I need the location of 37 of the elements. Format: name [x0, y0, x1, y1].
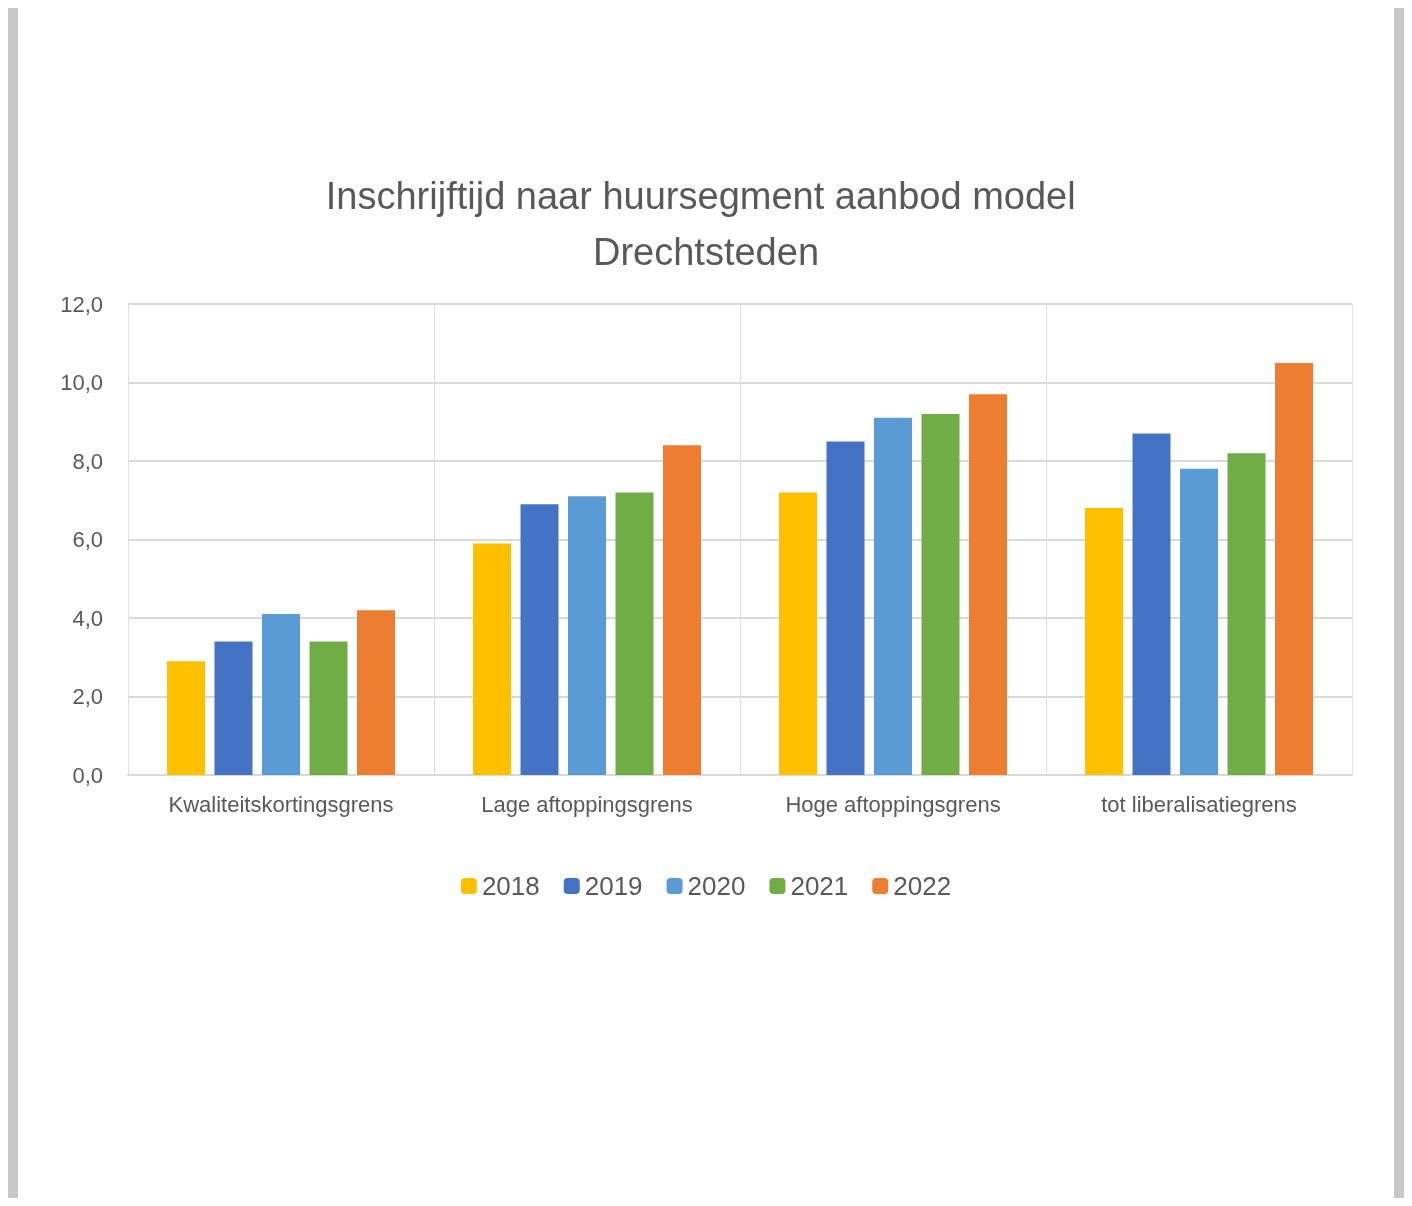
bar	[473, 543, 511, 775]
y-tick-label: 6,0	[72, 527, 103, 552]
bar	[969, 394, 1007, 775]
bar	[262, 614, 300, 775]
bar	[1180, 468, 1218, 775]
y-tick-label: 12,0	[60, 291, 103, 317]
bar	[520, 504, 559, 775]
bar	[874, 417, 912, 775]
y-tick-label: 8,0	[72, 448, 103, 474]
y-tick-label: 0,0	[72, 762, 103, 788]
bar	[167, 661, 205, 775]
legend-label: 2022	[893, 871, 952, 901]
bar	[309, 641, 348, 775]
bar	[568, 496, 606, 775]
legend-label: 2020	[687, 871, 746, 901]
x-tick-label: tot liberalisatiegrens	[1101, 791, 1297, 817]
bar	[1085, 508, 1123, 775]
legend-label: 2021	[790, 871, 849, 901]
bar	[214, 641, 253, 775]
bar	[921, 413, 960, 775]
y-tick-label: 2,0	[72, 684, 103, 709]
x-tick-label: Lage aftoppingsgrens	[481, 791, 693, 817]
bar	[826, 441, 865, 775]
bar	[615, 492, 654, 775]
chart-title: Inschrijftijd naar huursegment aanbod model Drechtsteden	[325, 175, 1087, 273]
legend-label: 2018	[481, 871, 540, 901]
bar	[779, 492, 817, 775]
y-tick-label: 10,0	[60, 370, 103, 395]
x-tick-label: Kwaliteitskortingsgrens	[168, 791, 394, 817]
bar	[1275, 362, 1313, 775]
bar	[663, 445, 701, 775]
bar	[357, 610, 395, 775]
bar	[1227, 453, 1266, 775]
x-tick-label: Hoge aftoppingsgrens	[785, 791, 1001, 817]
legend-label: 2019	[584, 871, 643, 901]
bar	[1132, 433, 1171, 775]
y-tick-label: 4,0	[72, 605, 103, 631]
